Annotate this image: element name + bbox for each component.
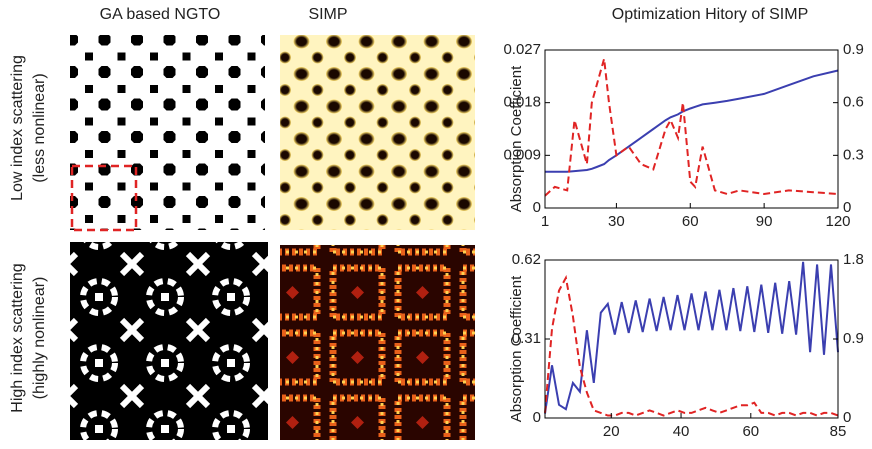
y2-tick-label: 0.6: [843, 94, 864, 111]
ga-structure: [70, 35, 265, 230]
column-title: GA based NGTO: [100, 6, 221, 23]
y-axis-label: Absorption Coefficient: [508, 275, 525, 422]
simp-structure: [280, 245, 475, 440]
x-tick-label: 90: [756, 213, 773, 230]
simp-structure: [280, 35, 475, 230]
column-title: Optimization Hitory of SIMP: [612, 6, 809, 23]
y-tick-label: 0.62: [512, 251, 541, 268]
y-tick-label: 0.027: [503, 41, 541, 58]
y-axis-label-group: Absorption Coefficient: [508, 275, 525, 422]
row-label: (less nonlinear): [31, 73, 48, 182]
y-tick-label: 0: [533, 199, 541, 216]
x-tick-label: 1: [541, 213, 549, 230]
data-line: [545, 59, 838, 196]
y-tick-label: 0: [533, 409, 541, 426]
x-tick-label: 20: [603, 423, 620, 440]
y2-tick-label: 0.9: [843, 41, 864, 58]
row-label: (highly nonlinear): [31, 277, 48, 400]
x-tick-label: 60: [742, 423, 759, 440]
y2-tick-label: 0.9: [843, 330, 864, 347]
x-tick-label: 30: [608, 213, 625, 230]
figure: GA based NGTO SIMP Optimization Hitory o…: [0, 0, 872, 444]
data-line: [545, 262, 838, 414]
y-axis-label-group: Absorption Coefficient: [508, 65, 525, 212]
y2-tick-label: 0: [843, 409, 851, 426]
row-label: Low index scattering: [9, 55, 26, 201]
y2-tick-label: 0: [843, 199, 851, 216]
x-tick-label: 40: [673, 423, 690, 440]
row-label: High index scattering: [9, 263, 26, 412]
ga-structure: [70, 242, 268, 440]
y2-tick-label: 1.8: [843, 251, 864, 268]
x-tick-label: 60: [682, 213, 699, 230]
column-title: SIMP: [308, 6, 347, 23]
y2-tick-label: 0.3: [843, 146, 864, 163]
data-line: [545, 71, 838, 172]
y-axis-label: Absorption Coefficient: [508, 65, 525, 212]
